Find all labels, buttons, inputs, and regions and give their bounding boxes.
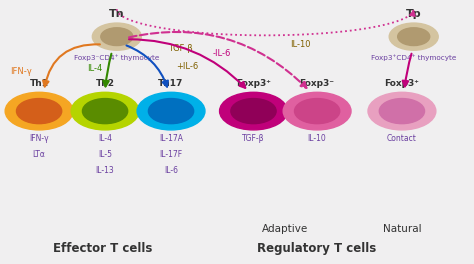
- Text: Tn: Tn: [109, 9, 125, 19]
- Text: TGF-β: TGF-β: [168, 44, 193, 53]
- Text: Adaptive: Adaptive: [263, 224, 309, 234]
- Circle shape: [71, 92, 139, 130]
- Text: LTα: LTα: [33, 150, 46, 159]
- Circle shape: [5, 92, 73, 130]
- Text: Contact: Contact: [387, 134, 417, 143]
- Text: TGF-β: TGF-β: [242, 134, 265, 143]
- Text: IL-10: IL-10: [291, 40, 311, 49]
- Text: IL-5: IL-5: [98, 150, 112, 159]
- Text: IL-13: IL-13: [96, 167, 114, 176]
- Text: -IL-6: -IL-6: [213, 49, 231, 58]
- Text: IL-17A: IL-17A: [159, 134, 183, 143]
- Text: Th2: Th2: [96, 79, 115, 88]
- Text: Foxp3⁻: Foxp3⁻: [300, 79, 335, 88]
- Text: IL-4: IL-4: [98, 134, 112, 143]
- Text: Natural: Natural: [383, 224, 421, 234]
- Text: Th17: Th17: [158, 79, 184, 88]
- Circle shape: [101, 28, 133, 45]
- Circle shape: [148, 98, 194, 124]
- Circle shape: [294, 98, 340, 124]
- Circle shape: [17, 98, 62, 124]
- Text: IFN-γ: IFN-γ: [29, 134, 49, 143]
- Text: IL-17F: IL-17F: [159, 150, 182, 159]
- Text: Foxp3⁺CD4⁺ thymocyte: Foxp3⁺CD4⁺ thymocyte: [371, 54, 456, 61]
- Text: Regulatory T cells: Regulatory T cells: [257, 242, 377, 255]
- Text: +IL-6: +IL-6: [176, 62, 199, 71]
- Text: Foxp3⁺: Foxp3⁺: [236, 79, 271, 88]
- Text: Foxp3⁻CD4⁺ thymocyte: Foxp3⁻CD4⁺ thymocyte: [74, 54, 160, 61]
- Circle shape: [137, 92, 205, 130]
- Circle shape: [368, 92, 436, 130]
- Circle shape: [231, 98, 276, 124]
- Circle shape: [82, 98, 128, 124]
- Circle shape: [92, 23, 141, 50]
- Circle shape: [398, 28, 430, 45]
- Text: Th1: Th1: [29, 79, 49, 88]
- Text: IFN-γ: IFN-γ: [10, 67, 32, 76]
- Circle shape: [389, 23, 438, 50]
- Circle shape: [283, 92, 351, 130]
- Text: Effector T cells: Effector T cells: [53, 242, 152, 255]
- Text: IL-4: IL-4: [87, 64, 103, 73]
- Circle shape: [379, 98, 425, 124]
- Text: IL-10: IL-10: [308, 134, 327, 143]
- Circle shape: [219, 92, 287, 130]
- Text: IL-6: IL-6: [164, 167, 178, 176]
- Text: Tp: Tp: [406, 9, 421, 19]
- Text: Foxp3⁺: Foxp3⁺: [384, 79, 419, 88]
